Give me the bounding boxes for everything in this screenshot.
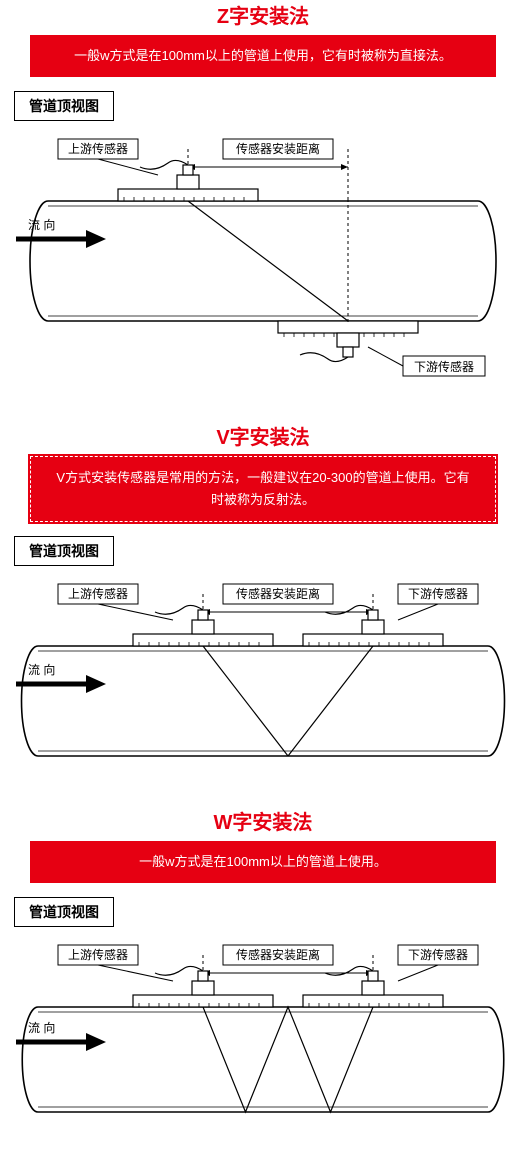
section-banner: V方式安装传感器是常用的方法，一般建议在20-300的管道上使用。它有时被称为反…	[30, 456, 496, 522]
section-banner: 一般w方式是在100mm以上的管道上使用。	[30, 841, 496, 883]
diagram: 上游传感器 传感器安装距离 下游传感器流 向	[0, 566, 526, 806]
flow-label: 流 向	[28, 662, 55, 677]
section-subtitle: 管道顶视图	[14, 897, 114, 927]
section-banner: 一般w方式是在100mm以上的管道上使用，它有时被称为直接法。	[30, 35, 496, 77]
distance-label: 传感器安装距离	[236, 141, 320, 156]
diagram: 上游传感器 传感器安装距离流 向下游传感器	[0, 121, 526, 421]
flow-label: 流 向	[28, 1020, 55, 1035]
upstream-label: 上游传感器	[68, 947, 128, 962]
distance-label: 传感器安装距离	[236, 586, 320, 601]
upstream-label: 上游传感器	[68, 141, 128, 156]
section-title: W字安装法	[0, 806, 526, 835]
diagram: 上游传感器 传感器安装距离 下游传感器流 向	[0, 927, 526, 1167]
section-w: W字安装法一般w方式是在100mm以上的管道上使用。管道顶视图上游传感器 传感器安…	[0, 806, 526, 1167]
downstream-label: 下游传感器	[408, 586, 468, 601]
distance-label: 传感器安装距离	[236, 947, 320, 962]
section-subtitle: 管道顶视图	[14, 91, 114, 121]
section-title: V字安装法	[0, 421, 526, 450]
downstream-label: 下游传感器	[408, 947, 468, 962]
flow-label: 流 向	[28, 217, 55, 232]
downstream-label: 下游传感器	[414, 359, 474, 374]
section-subtitle: 管道顶视图	[14, 536, 114, 566]
section-v: V字安装法 V方式安装传感器是常用的方法，一般建议在20-300的管道上使用。它有…	[0, 421, 526, 806]
section-z: Z字安装法一般w方式是在100mm以上的管道上使用，它有时被称为直接法。管道顶视…	[0, 0, 526, 421]
section-title: Z字安装法	[0, 0, 526, 29]
upstream-label: 上游传感器	[68, 586, 128, 601]
